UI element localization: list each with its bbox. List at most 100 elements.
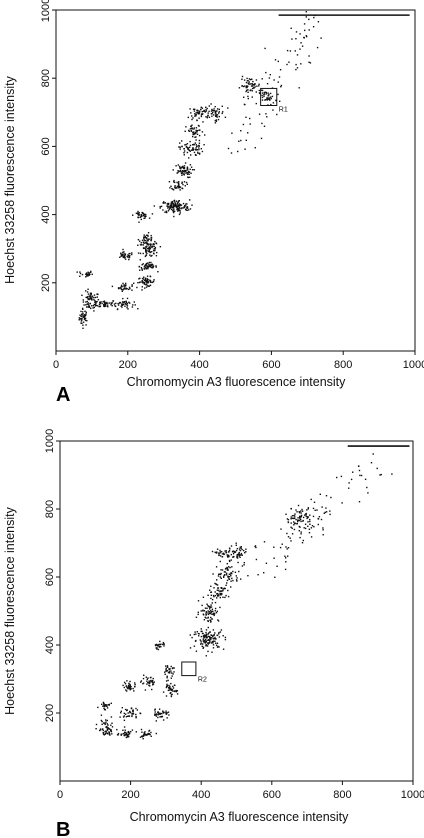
panel-b-data-point [172, 690, 174, 692]
panel-b-data-point [294, 513, 296, 515]
panel-b-data-point [293, 517, 296, 520]
panel-b-data-point [125, 689, 127, 691]
panel-b-data-point [225, 594, 227, 597]
panel-b-data-point [359, 474, 361, 477]
panel-b-data-point [208, 639, 210, 641]
panel-a-data-point [82, 327, 84, 329]
panel-b-data-point [110, 702, 112, 704]
panel-a-data-point [120, 284, 123, 286]
panel-a-data-point [123, 284, 125, 286]
panel-b-data-point [367, 492, 369, 494]
panel-b-data-point [165, 695, 168, 697]
panel-a-data-point [182, 183, 184, 186]
panel-a-data-point [156, 251, 158, 254]
panel-a-data-point [172, 205, 174, 208]
panel-a-data-point [179, 169, 182, 172]
panel-b-data-point [325, 511, 328, 513]
panel-a-data-point [194, 136, 196, 138]
panel-b-data-point [285, 561, 287, 563]
panel-a-data-point [114, 305, 116, 307]
panel-b-data-point [323, 512, 325, 514]
panel-a-data-point [82, 308, 84, 310]
panel-a-data-point [248, 81, 250, 83]
panel-b-data-point [202, 596, 205, 598]
panel-b-data-point [220, 569, 222, 571]
panel-b-data-point [224, 636, 227, 639]
panel-b-data-point [168, 684, 170, 687]
panel-a-data-point [177, 204, 179, 206]
panel-a-data-point [298, 87, 300, 89]
panel-a-data-point [125, 282, 127, 285]
panel-a-data-point [186, 209, 188, 211]
panel-b-data-point [236, 577, 238, 579]
panel-a-data-point [143, 234, 145, 236]
panel-a-data-point [141, 289, 143, 291]
panel-a-data-point [245, 116, 247, 118]
panel-b-data-point [205, 629, 208, 631]
panel-a-data-point [141, 244, 143, 246]
panel-a-data-point [84, 315, 86, 318]
panel-b-data-point [231, 577, 233, 580]
panel-a-data-point [195, 113, 197, 116]
panel-a-y-tick-label: 200 [40, 274, 52, 292]
panel-b-data-point [165, 710, 167, 712]
panel-b-data-point [111, 733, 113, 735]
panel-b-data-point [128, 715, 130, 717]
panel-b-data-point [218, 633, 220, 635]
panel-b-data-point [193, 645, 196, 647]
panel-b-data-point [205, 655, 207, 657]
panel-a-data-point [124, 253, 126, 255]
panel-a-data-point [208, 116, 211, 118]
panel-a-data-point [179, 166, 181, 169]
panel-a-data-point [94, 303, 96, 306]
panel-b-data-point [209, 606, 211, 608]
panel-b-data-point [225, 550, 227, 552]
panel-b-data-point [217, 619, 219, 621]
panel-a-data-point [150, 236, 153, 239]
panel-a-data-point [306, 35, 308, 38]
panel-a-data-point [196, 129, 198, 132]
panel-a-data-point [250, 83, 252, 85]
panel-a-data-point [89, 294, 91, 296]
panel-a-data-point [129, 302, 131, 304]
panel-b-data-point [230, 575, 232, 577]
panel-b-gate-box [181, 661, 197, 677]
panel-b-data-point [105, 719, 107, 721]
panel-b-data-point [200, 628, 202, 630]
panel-b-data-point [123, 731, 126, 733]
panel-a-data-point [122, 251, 124, 254]
panel-a-data-point [142, 278, 145, 280]
panel-b-data-point [310, 536, 313, 538]
panel-b-data-point [122, 733, 125, 735]
panel-a-data-point [147, 235, 149, 237]
panel-b-data-point [167, 686, 170, 689]
panel-b-data-point [145, 676, 147, 678]
panel-a-data-point [174, 204, 177, 207]
panel-b-data-point [211, 635, 214, 638]
panel-a-data-point [213, 110, 216, 112]
panel-b-data-point [234, 571, 237, 573]
panel-b-data-point [124, 729, 126, 731]
panel-b-data-point [125, 732, 128, 734]
panel-a-data-point [146, 278, 149, 280]
panel-a-data-point [303, 23, 306, 25]
panel-a-data-point [203, 144, 205, 146]
panel-a-data-point [188, 209, 190, 211]
panel-b-data-point [111, 726, 114, 728]
panel-b-data-point [300, 512, 302, 514]
panel-a-data-point [218, 108, 220, 111]
panel-a-data-point [183, 170, 186, 172]
panel-b-data-point [154, 644, 157, 646]
panel-b-data-point [154, 714, 156, 716]
panel-b-data-point [107, 704, 109, 706]
panel-a-data-point [182, 167, 185, 170]
panel-b-data-point [218, 631, 220, 634]
panel-b-data-point [348, 482, 350, 484]
panel-a-data-point [183, 181, 186, 183]
panel-b-data-point [298, 511, 300, 513]
panel-a-data-point [198, 153, 201, 155]
panel-b-data-point [175, 689, 177, 692]
panel-a-data-point [214, 106, 216, 108]
panel-a-data-point [290, 27, 292, 29]
panel-a-data-point [85, 304, 87, 306]
